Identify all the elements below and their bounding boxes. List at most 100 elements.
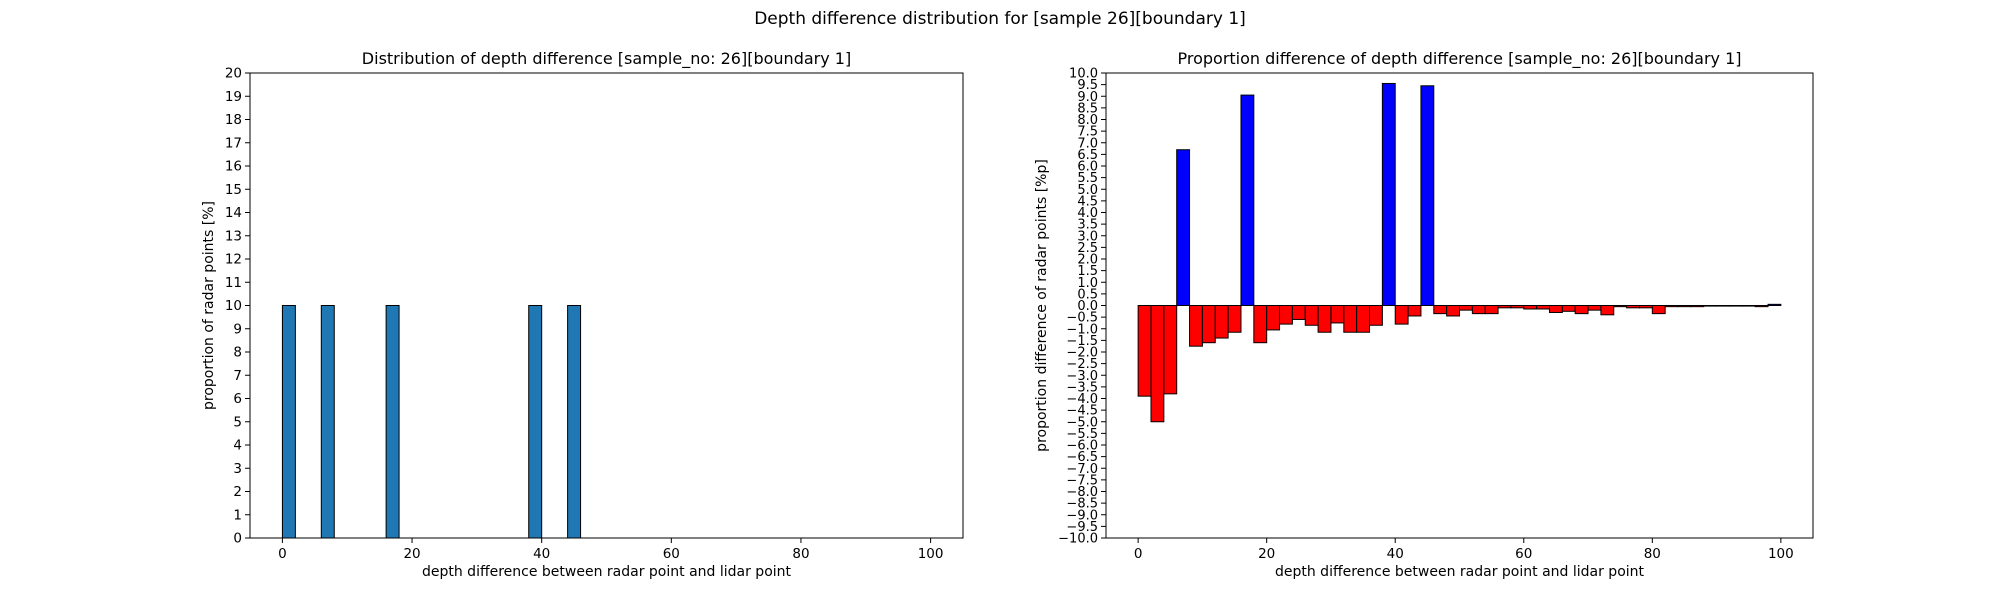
y-tick-label: −9.0 <box>1066 508 1098 523</box>
y-tick-label: −4.0 <box>1066 392 1098 407</box>
y-tick-label: −2.0 <box>1066 346 1098 361</box>
x-tick-label: 80 <box>1644 546 1661 562</box>
y-tick-label: −8.0 <box>1066 485 1098 500</box>
x-tick-label: 20 <box>403 546 420 562</box>
x-tick-label: 0 <box>278 546 287 562</box>
y-tick-label: 0.5 <box>1077 287 1098 302</box>
bar <box>1471 305 1486 315</box>
bar <box>1369 305 1383 326</box>
bar <box>1754 305 1769 308</box>
bar <box>1201 305 1216 344</box>
y-tick-label: 2 <box>233 484 242 500</box>
y-tick-label: 17 <box>225 135 242 151</box>
bar <box>1240 94 1255 307</box>
x-tick-label: 100 <box>918 546 944 562</box>
y-tick-label: 5.0 <box>1077 183 1098 198</box>
x-tick-label: 40 <box>1387 546 1404 562</box>
bar <box>1523 305 1538 310</box>
y-tick-label: 4.0 <box>1077 206 1098 221</box>
bar <box>1548 305 1563 313</box>
bar <box>1703 305 1718 307</box>
y-tick-label: 9 <box>233 321 242 337</box>
y-tick-label: 1.0 <box>1077 276 1098 291</box>
y-tick-label: −5.5 <box>1066 427 1098 442</box>
bar <box>1446 305 1461 317</box>
y-tick-label: 18 <box>225 112 242 128</box>
bar <box>1728 305 1743 307</box>
y-tick-label: 2.0 <box>1077 253 1098 268</box>
bar <box>1664 305 1679 308</box>
bar <box>1677 305 1692 308</box>
y-tick-label: −9.5 <box>1066 520 1098 535</box>
chart-title: Distribution of depth difference [sample… <box>362 49 851 69</box>
y-tick-label: 7.5 <box>1077 125 1098 140</box>
bar <box>1626 305 1640 309</box>
y-tick-label: 2.5 <box>1077 241 1098 256</box>
bar <box>1279 305 1293 325</box>
y-tick-label: −8.5 <box>1066 497 1098 512</box>
y-tick-label: −1.0 <box>1066 322 1098 337</box>
bar <box>1510 305 1525 309</box>
bar <box>1189 305 1203 347</box>
y-tick-label: 7 <box>233 368 242 384</box>
y-tick-label: −10.0 <box>1058 532 1098 547</box>
bar <box>1176 149 1191 306</box>
x-axis-label: depth difference between radar point and… <box>422 564 792 580</box>
bar <box>1150 305 1165 423</box>
x-tick-label: 100 <box>1768 546 1794 562</box>
y-tick-label: 0.0 <box>1077 299 1098 314</box>
bar <box>1638 305 1653 309</box>
y-tick-label: 1 <box>233 507 242 523</box>
y-tick-label: 0 <box>233 531 242 547</box>
bar <box>1394 305 1409 325</box>
bar <box>1420 85 1435 306</box>
bar <box>1613 305 1628 308</box>
y-tick-label: −7.5 <box>1066 473 1098 488</box>
y-tick-label: −3.0 <box>1066 369 1098 384</box>
y-tick-label: 3 <box>233 461 242 477</box>
y-tick-label: 13 <box>225 228 242 244</box>
y-axis-label: proportion of radar points [%] <box>201 201 217 410</box>
y-axis-label: proportion difference of radar points [%… <box>1034 159 1050 452</box>
bar <box>1304 305 1319 326</box>
bar <box>1317 305 1332 333</box>
y-tick-label: 4 <box>233 438 242 454</box>
x-tick-label: 40 <box>533 546 550 562</box>
y-tick-label: 11 <box>225 275 242 291</box>
x-tick-label: 20 <box>1258 546 1275 562</box>
bar <box>1330 305 1345 324</box>
x-tick-label: 80 <box>792 546 809 562</box>
y-tick-label: 3.0 <box>1077 229 1098 244</box>
bar <box>1587 305 1602 311</box>
y-tick-label: 5 <box>233 414 242 430</box>
x-tick-label: 0 <box>1134 546 1143 562</box>
bar <box>1459 305 1473 311</box>
bar <box>1137 305 1152 397</box>
y-tick-label: 4.5 <box>1077 194 1098 209</box>
bar <box>1381 82 1396 307</box>
y-tick-label: 20 <box>225 66 242 82</box>
y-tick-label: 9.0 <box>1077 90 1098 105</box>
y-tick-label: −7.0 <box>1066 462 1098 477</box>
y-tick-label: 1.5 <box>1077 264 1098 279</box>
bar <box>1343 305 1358 333</box>
bar <box>1716 305 1730 307</box>
x-axis-label: depth difference between radar point and… <box>1275 564 1645 580</box>
bar <box>1291 305 1306 320</box>
figure-title: Depth difference distribution for [sampl… <box>754 9 1246 29</box>
y-tick-label: 10.0 <box>1069 67 1098 82</box>
y-tick-label: −3.5 <box>1066 380 1098 395</box>
y-tick-label: −0.5 <box>1066 311 1098 326</box>
bar <box>1497 305 1512 309</box>
y-tick-label: 6.0 <box>1077 160 1098 175</box>
y-tick-label: 6 <box>233 391 242 407</box>
bar <box>1266 305 1281 331</box>
y-tick-label: 3.5 <box>1077 218 1098 233</box>
bar <box>1741 305 1756 307</box>
bar <box>1574 305 1589 315</box>
bar <box>1214 305 1229 339</box>
y-tick-label: −2.5 <box>1066 357 1098 372</box>
